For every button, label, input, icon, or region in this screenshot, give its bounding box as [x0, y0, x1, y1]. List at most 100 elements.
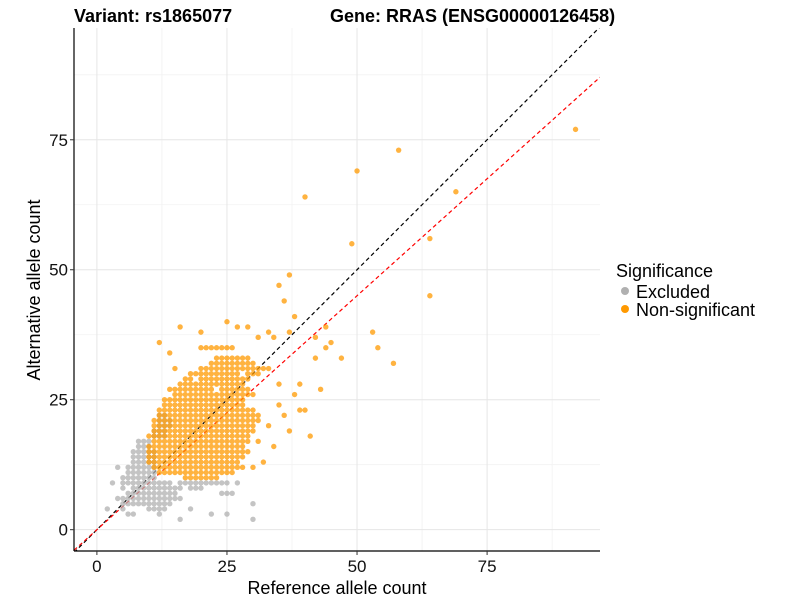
point-non-significant [193, 391, 199, 398]
point-non-significant [229, 469, 235, 476]
point-non-significant [234, 423, 241, 429]
point-excluded [219, 480, 225, 486]
point-non-significant [229, 459, 235, 465]
point-non-significant [187, 469, 194, 476]
point-non-significant [208, 371, 215, 377]
ticks: 0 25 50 75 0 25 50 75 [49, 131, 496, 576]
point-excluded [130, 474, 137, 481]
point-non-significant [234, 428, 241, 434]
point-non-significant [286, 329, 293, 335]
point-non-significant [177, 412, 183, 419]
point-non-significant [193, 397, 199, 403]
point-non-significant [219, 459, 225, 465]
point-excluded [156, 490, 163, 496]
point-non-significant [177, 423, 183, 429]
point-non-significant [177, 324, 183, 330]
point-excluded [229, 490, 235, 496]
point-non-significant [172, 454, 178, 460]
point-non-significant [161, 469, 168, 476]
point-non-significant [182, 443, 189, 450]
point-non-significant [234, 438, 241, 445]
point-excluded [151, 469, 157, 476]
point-non-significant [182, 438, 189, 445]
point-non-significant [203, 412, 209, 419]
point-excluded [213, 480, 220, 486]
point-excluded [193, 485, 199, 491]
point-non-significant [146, 433, 152, 439]
point-non-significant [208, 407, 215, 413]
point-non-significant [167, 423, 173, 429]
point-non-significant [213, 474, 220, 481]
point-non-significant [276, 381, 282, 387]
point-non-significant [229, 376, 235, 382]
point-non-significant [177, 402, 183, 408]
point-non-significant [187, 376, 194, 382]
point-non-significant [219, 360, 225, 367]
point-non-significant [198, 464, 204, 470]
point-non-significant [208, 397, 215, 403]
point-non-significant [193, 386, 199, 393]
point-non-significant [156, 433, 163, 439]
point-non-significant [234, 386, 241, 393]
point-non-significant [239, 423, 246, 429]
point-non-significant [239, 381, 246, 387]
point-non-significant [187, 474, 194, 481]
point-non-significant [213, 381, 220, 387]
point-non-significant [224, 423, 230, 429]
point-non-significant [193, 433, 199, 439]
point-non-significant [156, 412, 163, 419]
point-non-significant [146, 449, 152, 455]
point-non-significant [224, 345, 230, 351]
point-non-significant [239, 391, 246, 398]
point-non-significant [219, 449, 225, 455]
point-non-significant [208, 438, 215, 445]
point-non-significant [182, 428, 189, 434]
point-non-significant [161, 428, 168, 434]
point-excluded [203, 480, 209, 486]
point-non-significant [229, 397, 235, 403]
point-non-significant [161, 417, 168, 424]
point-non-significant [208, 443, 215, 450]
point-non-significant [156, 428, 163, 434]
point-excluded [167, 480, 173, 486]
point-non-significant [219, 371, 225, 377]
point-non-significant [167, 428, 173, 434]
point-non-significant [245, 324, 251, 330]
point-excluded [141, 485, 147, 491]
point-non-significant [203, 391, 209, 398]
point-non-significant [193, 464, 199, 470]
point-non-significant [182, 402, 189, 408]
point-non-significant [198, 365, 204, 372]
point-non-significant [182, 376, 189, 382]
point-non-significant [177, 464, 183, 470]
point-excluded [125, 469, 131, 476]
point-non-significant [203, 469, 209, 476]
point-non-significant [187, 371, 194, 377]
point-excluded [109, 480, 116, 486]
point-non-significant [193, 407, 199, 413]
point-non-significant [229, 412, 235, 419]
point-non-significant [203, 376, 209, 382]
point-excluded [135, 438, 142, 445]
point-non-significant [151, 459, 157, 465]
point-non-significant [453, 189, 459, 195]
point-non-significant [239, 449, 246, 455]
point-non-significant [312, 355, 319, 361]
grid [74, 28, 600, 551]
point-non-significant [234, 381, 241, 387]
point-excluded [125, 511, 131, 517]
point-excluded [125, 464, 131, 470]
point-non-significant [208, 381, 215, 387]
point-non-significant [234, 459, 241, 465]
point-non-significant [193, 438, 199, 445]
point-excluded [141, 438, 147, 445]
point-excluded [141, 480, 147, 486]
point-non-significant [151, 438, 157, 445]
point-non-significant [213, 438, 220, 445]
point-excluded [167, 500, 173, 507]
point-excluded [156, 511, 163, 517]
point-non-significant [427, 235, 433, 242]
point-non-significant [229, 428, 235, 434]
point-non-significant [172, 449, 178, 455]
